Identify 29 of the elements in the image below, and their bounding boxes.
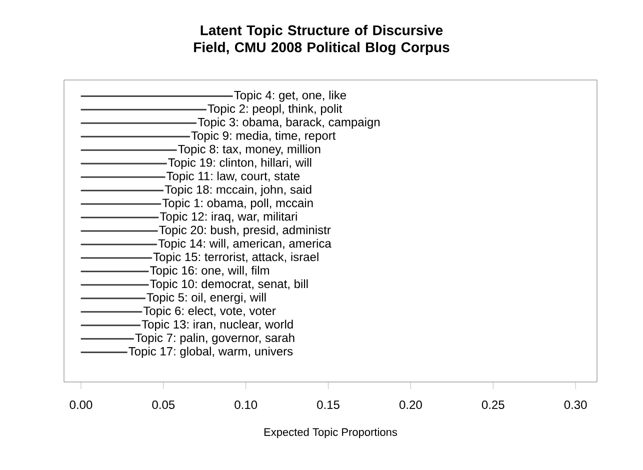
y-tick-label: Topic 17: global, warm, univers (128, 346, 293, 358)
x-tick-label: 0.10 (234, 400, 258, 410)
y-tick-label: Topic 10: democrat, senat, bill (150, 279, 308, 291)
y-tick-label: Topic 7: palin, governor, sarah (135, 333, 294, 344)
y-tick-label: Topic 6: elect, vote, voter (143, 306, 276, 318)
y-tick-label: Topic 5: oil, energi, will (146, 292, 266, 304)
x-tick-label: 0.20 (400, 400, 422, 410)
y-tick-label: Topic 8: tax, money, million (178, 144, 320, 156)
y-tick-label: Topic 13: iran, nuclear, world (142, 320, 293, 331)
x-tick-label: 0.30 (564, 400, 587, 410)
y-tick-label: Topic 14: will, american, america (158, 238, 332, 250)
x-tick-label: 0.00 (70, 400, 92, 410)
chart-title: Latent Topic Structure of Discursive Field, CMU 2008 Political Blog Corpus (194, 24, 450, 56)
y-tick-label: Topic 11: law, court, state (166, 171, 300, 183)
x-tick-label: 0.25 (482, 400, 504, 410)
y-tick-label: Topic 15: terrorist, attack, israel (153, 252, 318, 264)
x-axis-title: Expected Topic Proportions (264, 428, 398, 438)
y-tick-label: Topic 20: bush, presid, administr (159, 225, 331, 237)
y-tick-label: Topic 1: obama, poll, mccain (162, 198, 313, 210)
y-tick-label: Topic 3: obama, barack, campaign (198, 118, 380, 129)
x-tick-label: 0.05 (152, 400, 175, 410)
y-tick-label: Topic 16: one, will, film (150, 266, 270, 278)
y-tick-label: Topic 2: peopl, think, polit (208, 104, 342, 116)
x-tick-label: 0.15 (317, 400, 340, 410)
y-tick-label: Topic 12: iraq, war, militari (160, 212, 297, 224)
y-tick-label: Topic 4: get, one, like (234, 90, 346, 102)
y-tick-label: Topic 19: clinton, hillari, will (168, 158, 312, 170)
y-tick-label: Topic 18: mccain, john, said (164, 184, 312, 196)
y-tick-label: Topic 9: media, time, report (191, 131, 336, 142)
